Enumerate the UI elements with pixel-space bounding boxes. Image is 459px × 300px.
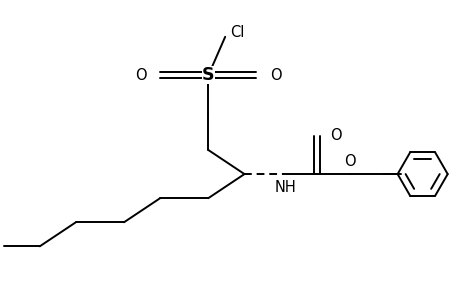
Text: O: O	[330, 128, 341, 143]
Text: S: S	[202, 66, 214, 84]
Text: O: O	[344, 154, 355, 169]
Text: NH: NH	[274, 180, 296, 195]
Text: Cl: Cl	[230, 26, 244, 40]
Text: O: O	[135, 68, 146, 83]
Text: O: O	[269, 68, 281, 83]
